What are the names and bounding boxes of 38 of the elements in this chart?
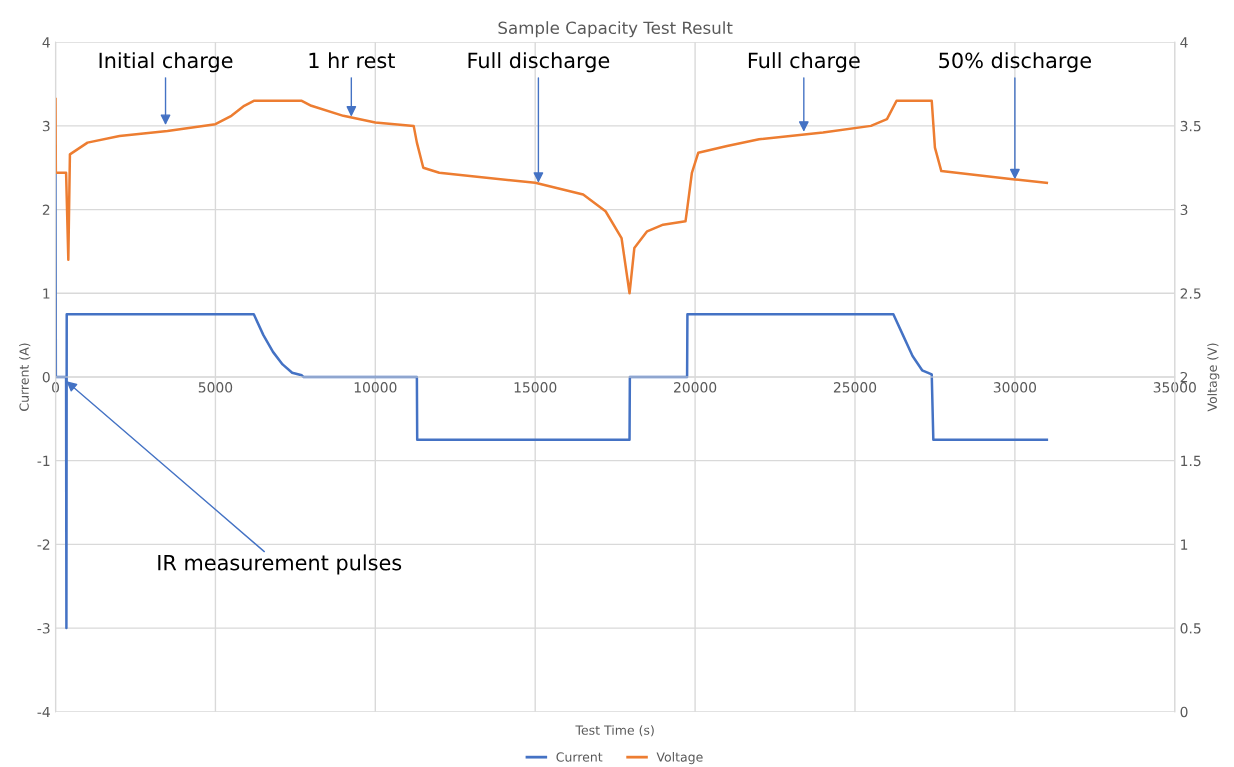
y2-tick-label: 2.5 xyxy=(1180,288,1201,299)
y-tick-label: 2 xyxy=(42,204,50,215)
annotation: Full discharge xyxy=(468,52,610,73)
y-tick-label: -4 xyxy=(37,706,50,718)
legend-label: Voltage xyxy=(656,752,703,765)
y2-tick-label: 2 xyxy=(1180,371,1188,383)
x-tick-label: 5000 xyxy=(198,382,233,393)
annotation: Initial charge xyxy=(99,52,233,73)
y-axis-title: Current (A) xyxy=(19,343,31,411)
x-tick-label: 30000 xyxy=(993,382,1037,393)
x-axis-title: Test Time (s) xyxy=(575,725,654,737)
x-tick-label: 35000 xyxy=(1153,382,1196,393)
y2-axis-title: Voltage (V) xyxy=(1207,343,1220,412)
x-tick-label: 15000 xyxy=(514,382,557,393)
annotation: 1 hr rest xyxy=(309,52,395,69)
chart-title: Sample Capacity Test Result xyxy=(498,21,733,38)
line-series xyxy=(55,97,1049,295)
annotation: IR measurement pulses xyxy=(158,554,402,575)
y2-tick-label: 4 xyxy=(1180,37,1188,48)
y2-tick-label: 1.5 xyxy=(1181,455,1201,467)
y2-tick-label: 3 xyxy=(1180,204,1188,216)
y-tick-label: -3 xyxy=(37,623,50,634)
y2-tick-label: 0 xyxy=(1180,706,1188,718)
x-tick-label: 10000 xyxy=(354,382,397,393)
y-tick-label: -2 xyxy=(37,539,50,550)
y-tick-label: -1 xyxy=(37,455,50,466)
legend-label: Current xyxy=(556,752,603,762)
annotation: 50% discharge xyxy=(939,52,1091,73)
y-tick-label: 1 xyxy=(43,288,50,299)
y2-tick-label: 0.5 xyxy=(1180,623,1201,634)
y-tick-label: 0 xyxy=(42,371,50,383)
y2-tick-label: 1 xyxy=(1181,539,1188,550)
annotation: Full charge xyxy=(748,52,860,73)
x-tick-label: 25000 xyxy=(833,382,877,393)
y2-tick-label: 3.5 xyxy=(1180,120,1201,132)
y-tick-label: 3 xyxy=(42,120,50,132)
x-tick-label: 20000 xyxy=(674,382,717,393)
y-tick-label: 4 xyxy=(42,37,50,48)
